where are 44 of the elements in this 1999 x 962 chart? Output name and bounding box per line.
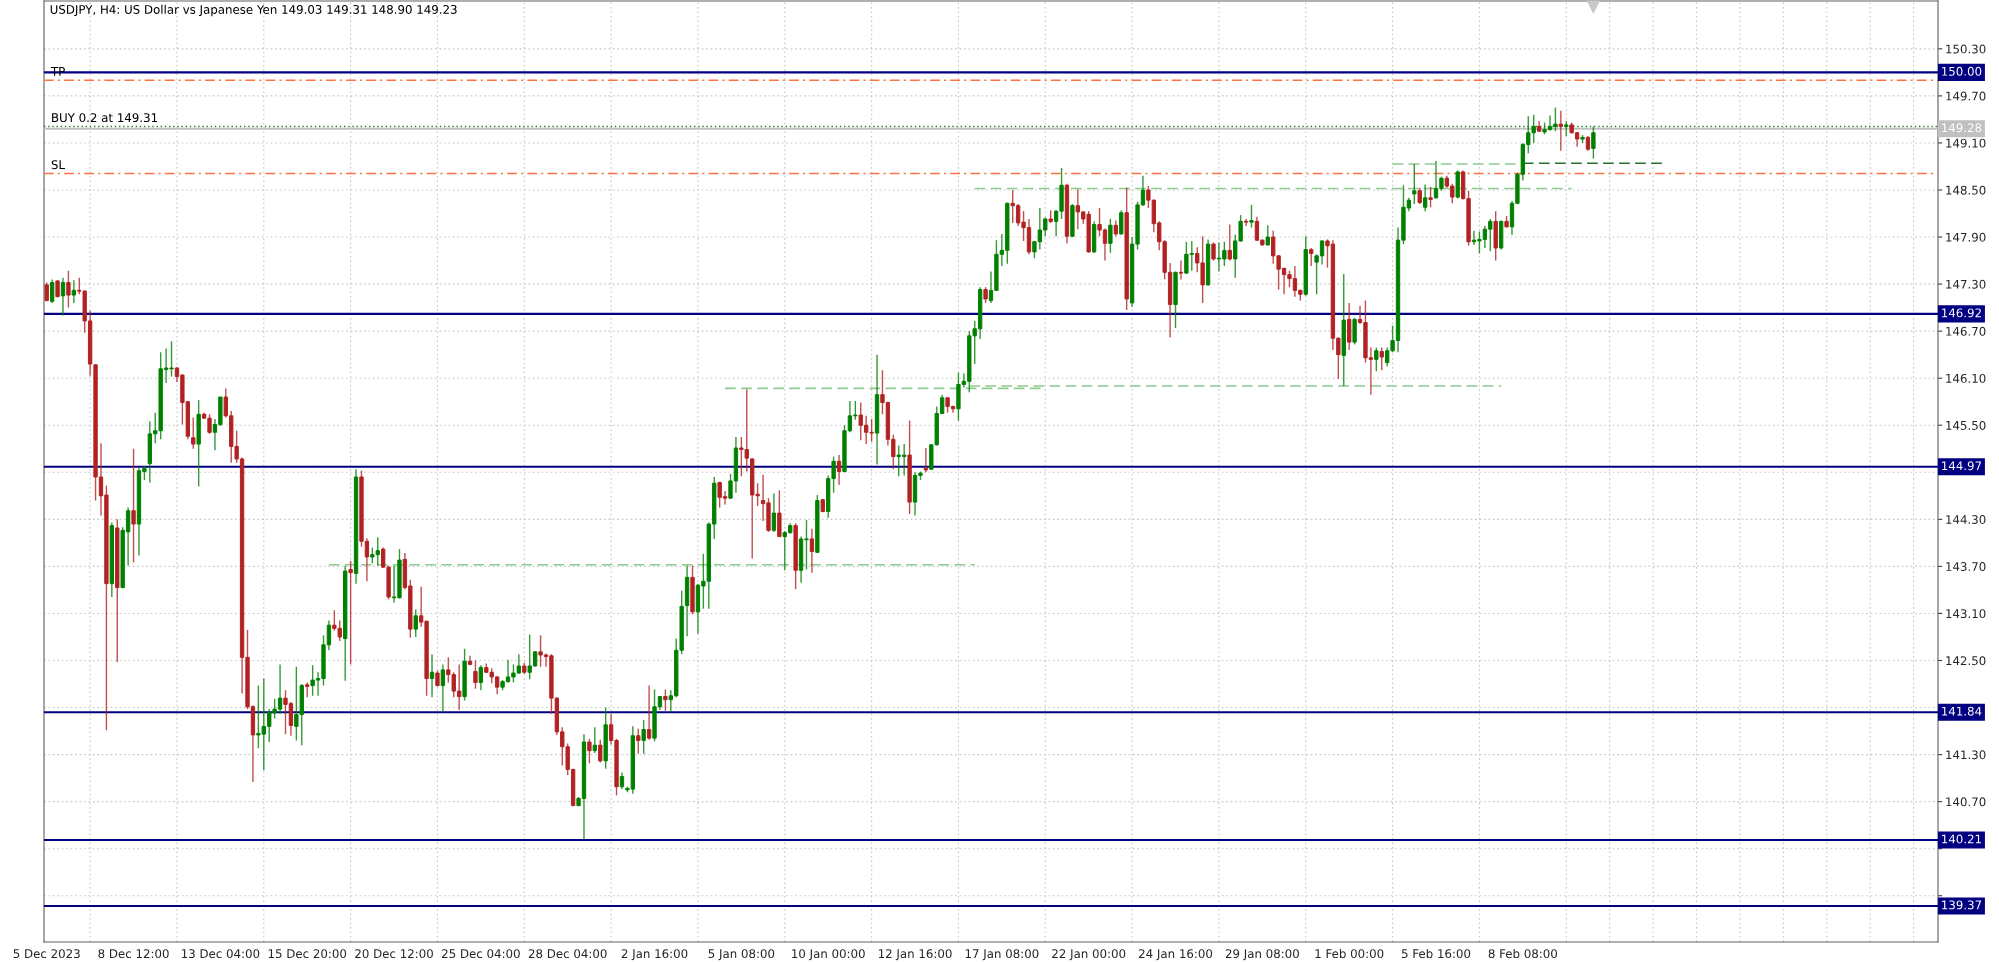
- ref-line-label: 144.97: [1942, 461, 1982, 471]
- x-tick-label: 24 Jan 16:00: [1139, 949, 1213, 961]
- x-tick-label: 28 Dec 04:00: [528, 949, 607, 959]
- ref-line-label: 150.00: [1942, 66, 1982, 76]
- y-tick-label: 147.90: [1946, 232, 1986, 242]
- x-tick-label: 1 Feb 00:00: [1315, 948, 1384, 959]
- y-tick-label: 147.30: [1946, 279, 1986, 289]
- x-tick-label: 8 Feb 08:00: [1488, 948, 1558, 959]
- y-tick-label: 145.50: [1946, 420, 1986, 430]
- x-tick-label: 25 Dec 04:00: [442, 949, 520, 959]
- ref-line-label: BUY 0.2 at 149.31: [52, 113, 158, 123]
- y-tick-label: 140.70: [1946, 797, 1986, 807]
- y-tick-label: 149.70: [1946, 91, 1986, 101]
- ref-line-label: SL: [51, 160, 65, 170]
- y-tick-label: 146.70: [1946, 326, 1986, 336]
- x-tick-label: 5 Dec 2023: [13, 949, 80, 959]
- ref-line-label: 146.92: [1942, 308, 1981, 318]
- y-tick-label: 143.70: [1946, 562, 1986, 572]
- x-tick-label: 5 Jan 08:00: [708, 949, 775, 961]
- x-tick-label: 8 Dec 12:00: [98, 949, 169, 959]
- y-tick-label: 149.10: [1946, 138, 1986, 148]
- x-tick-label: 5 Feb 16:00: [1401, 948, 1471, 959]
- y-tick-label: 143.10: [1946, 609, 1986, 619]
- x-tick-label: 2 Jan 16:00: [621, 949, 688, 961]
- chart-title: USDJPY, H4: US Dollar vs Japanese Yen 149.03 149.31 148.90 149.23: [50, 4, 457, 17]
- y-tick-label: 146.10: [1946, 373, 1986, 383]
- y-tick-label: 150.30: [1946, 44, 1986, 54]
- x-tick-label: 13 Dec 04:00: [181, 949, 260, 959]
- ref-line-label: 141.84: [1942, 706, 1982, 716]
- y-tick-label: 144.30: [1946, 515, 1986, 524]
- x-tick-label: 12 Jan 16:00: [878, 949, 952, 961]
- x-tick-label: 17 Jan 08:00: [965, 949, 1039, 961]
- x-tick-label: 20 Dec 12:00: [355, 949, 433, 959]
- x-tick-label: 22 Jan 00:00: [1052, 949, 1126, 961]
- y-tick-label: 141.30: [1946, 750, 1986, 760]
- y-tick-label: 142.50: [1946, 656, 1986, 666]
- ref-line-label: 149.28: [1942, 123, 1982, 133]
- ref-line-label: 140.21: [1942, 834, 1981, 844]
- x-tick-label: 15 Dec 20:00: [268, 949, 347, 959]
- x-tick-label: 10 Jan 00:00: [792, 949, 865, 961]
- y-tick-label: 148.50: [1946, 185, 1986, 195]
- ref-line-label: TP: [50, 67, 65, 76]
- x-tick-label: 29 Jan 08:00: [1225, 949, 1299, 961]
- ref-line-label: 139.37: [1942, 900, 1982, 910]
